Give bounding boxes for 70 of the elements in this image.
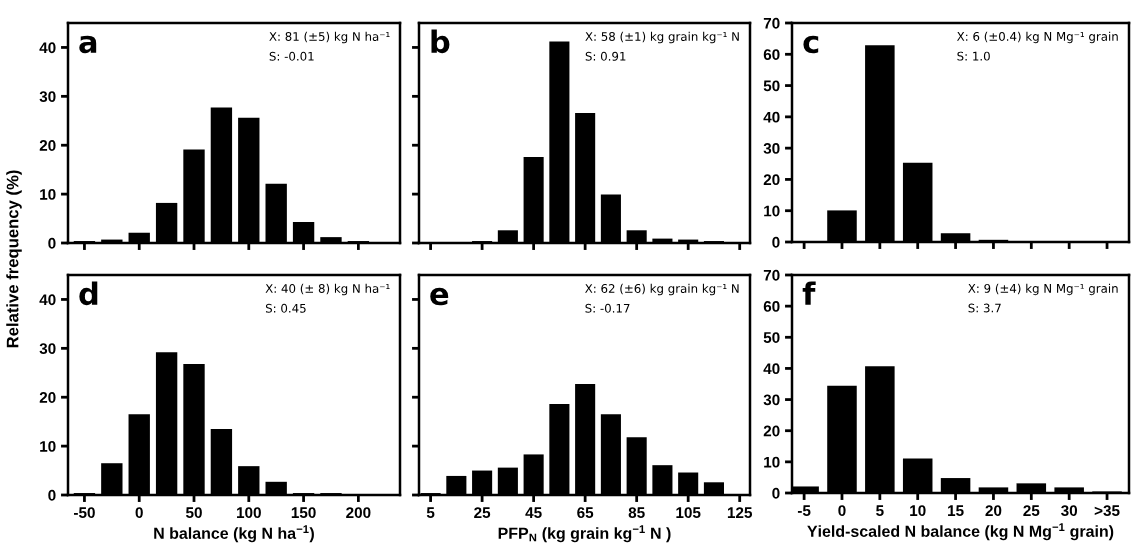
x-tick-label: 85 xyxy=(628,507,645,519)
y-tick-label: 20 xyxy=(39,392,56,403)
y-tick-label: 40 xyxy=(763,363,780,375)
annotation: S: 1.0 xyxy=(957,51,990,61)
x-tick-label: -50 xyxy=(73,507,95,519)
x-tick-label: 50 xyxy=(185,507,202,519)
y-tick-label: 0 xyxy=(772,236,780,248)
annotation: S: 0.45 xyxy=(265,303,306,313)
y-tick-label: 30 xyxy=(39,91,56,103)
y-tick-label: 60 xyxy=(763,49,780,60)
y-tick-label: 30 xyxy=(763,143,780,154)
x-tick-label: 150 xyxy=(291,507,316,519)
x-tick-label: 20 xyxy=(985,505,1002,517)
y-tick-label: 10 xyxy=(764,205,780,217)
x-tick-label: 5 xyxy=(426,507,435,519)
annotation: X: 9 (±4) kg N Mg⁻¹ grain xyxy=(968,283,1118,296)
annotation: S: 0.91 xyxy=(585,51,626,61)
y-tick-label: 50 xyxy=(763,80,780,92)
annotation: d xyxy=(79,281,98,306)
annotation: X: 40 (± 8) kg N ha⁻¹ xyxy=(265,283,390,296)
annotation: X: 81 (±5) kg N ha⁻¹ xyxy=(269,31,390,44)
x-tick-label: 25 xyxy=(1023,505,1040,517)
x-axis-title: PFP$_{N}$ (kg grain kg$^{−1}$ N ) xyxy=(498,525,671,543)
annotation: S: -0.01 xyxy=(269,51,314,61)
annotation: X: 62 (±6) kg grain kg⁻¹ N xyxy=(585,283,739,296)
x-axis-title: Yield-scaled N balance (kg N Mg$^{−1}$ grain) xyxy=(807,523,1114,541)
y-tick-label: 40 xyxy=(39,294,56,306)
annotation: X: 6 (±0.4) kg N Mg⁻¹ grain xyxy=(956,31,1118,44)
x-tick-label: >35 xyxy=(1094,505,1120,517)
y-tick-label: 30 xyxy=(39,343,56,355)
y-tick-label: 70 xyxy=(763,269,780,281)
x-tick-label: -5 xyxy=(797,505,811,517)
y-tick-label: 40 xyxy=(763,111,780,123)
y-tick-label: 0 xyxy=(772,487,780,499)
x-tick-label: 15 xyxy=(948,505,964,517)
x-tick-label: 0 xyxy=(838,505,846,517)
annotation: f xyxy=(802,281,816,305)
y-tick-label: 0 xyxy=(48,489,56,501)
y-tick-label: 30 xyxy=(763,394,780,406)
x-tick-label: 30 xyxy=(1061,505,1078,517)
annotation: X: 58 (±1) kg grain kg⁻¹ N xyxy=(585,31,739,44)
y-tick-label: 10 xyxy=(40,188,56,200)
x-tick-label: 65 xyxy=(577,507,594,519)
x-tick-label: 105 xyxy=(676,507,701,519)
annotation: b xyxy=(431,29,450,54)
y-tick-label: 20 xyxy=(763,174,780,186)
y-tick-label: 20 xyxy=(39,140,56,151)
x-tick-label: 0 xyxy=(135,507,143,519)
x-tick-label: 10 xyxy=(910,505,926,517)
y-axis-title: Relative frequency (%) xyxy=(6,170,22,348)
x-tick-label: 25 xyxy=(474,507,491,519)
x-tick-label: 45 xyxy=(525,507,542,519)
x-tick-label: 200 xyxy=(346,507,371,519)
y-tick-label: 70 xyxy=(763,17,780,29)
y-tick-label: 40 xyxy=(39,42,56,54)
annotation: a xyxy=(79,35,97,54)
x-tick-label: 5 xyxy=(876,505,884,517)
annotation: S: -0.17 xyxy=(585,303,630,313)
y-tick-label: 10 xyxy=(764,456,780,468)
x-tick-label: 100 xyxy=(237,507,261,519)
y-tick-label: 50 xyxy=(763,332,780,343)
y-tick-label: 10 xyxy=(40,440,56,452)
y-tick-label: 20 xyxy=(763,425,780,437)
y-tick-label: 60 xyxy=(763,301,780,312)
annotation: c xyxy=(803,35,819,54)
annotation: e xyxy=(430,287,449,306)
x-axis-title: N balance (kg N ha$^{−1}$) xyxy=(154,525,314,543)
y-tick-label: 0 xyxy=(48,237,56,249)
x-tick-label: 125 xyxy=(727,507,753,519)
annotation: S: 3.7 xyxy=(968,303,1001,313)
